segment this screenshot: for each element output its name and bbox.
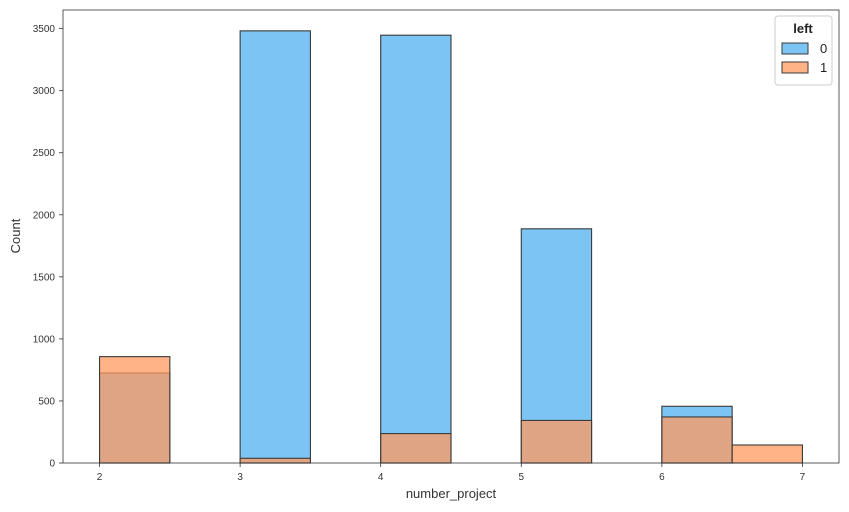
bar-series-1-bin-5 [731, 444, 803, 464]
bar-series-1-bin-0 [99, 356, 171, 464]
x-tick-label: 6 [659, 472, 665, 483]
y-tick-label: 1000 [33, 334, 56, 345]
bars-layer [99, 30, 803, 464]
x-tick-label: 2 [97, 472, 103, 483]
bar-series-1-bin-4 [661, 416, 733, 464]
y-tick-label: 500 [38, 396, 55, 407]
y-tick-label: 3000 [33, 86, 56, 97]
y-tick-label: 1500 [33, 272, 56, 283]
bar-series-0-bin-1 [239, 30, 311, 464]
y-tick-label: 2000 [33, 210, 56, 221]
bar-series-1-bin-3 [520, 419, 593, 464]
bar-series-1-bin-1 [239, 457, 311, 464]
y-tick-label: 0 [49, 459, 55, 470]
legend-label-1: 1 [820, 60, 827, 75]
bar-series-0-bin-2 [380, 34, 452, 464]
y-tick-label: 3500 [33, 24, 56, 35]
legend-swatch-0 [781, 42, 809, 55]
x-tick-label: 4 [378, 472, 384, 483]
legend-items: 01 [781, 41, 827, 75]
legend-swatch-1 [781, 61, 809, 74]
y-axis-title: Count [8, 218, 23, 253]
legend: left 01 [774, 15, 833, 86]
x-tick-label: 3 [237, 472, 243, 483]
x-axis-title: number_project [406, 486, 497, 501]
x-axis: 2 3 4 5 6 7 [97, 463, 806, 483]
bar-series-1-bin-2 [380, 433, 452, 464]
x-tick-label: 7 [800, 472, 806, 483]
x-tick-label: 5 [519, 472, 525, 483]
y-tick-label: 2500 [33, 148, 56, 159]
plot-border [62, 9, 840, 464]
y-axis: 0 500 1000 1500 2000 2500 3000 3500 [33, 24, 63, 470]
legend-title: left [793, 21, 813, 36]
legend-label-0: 0 [820, 41, 827, 56]
